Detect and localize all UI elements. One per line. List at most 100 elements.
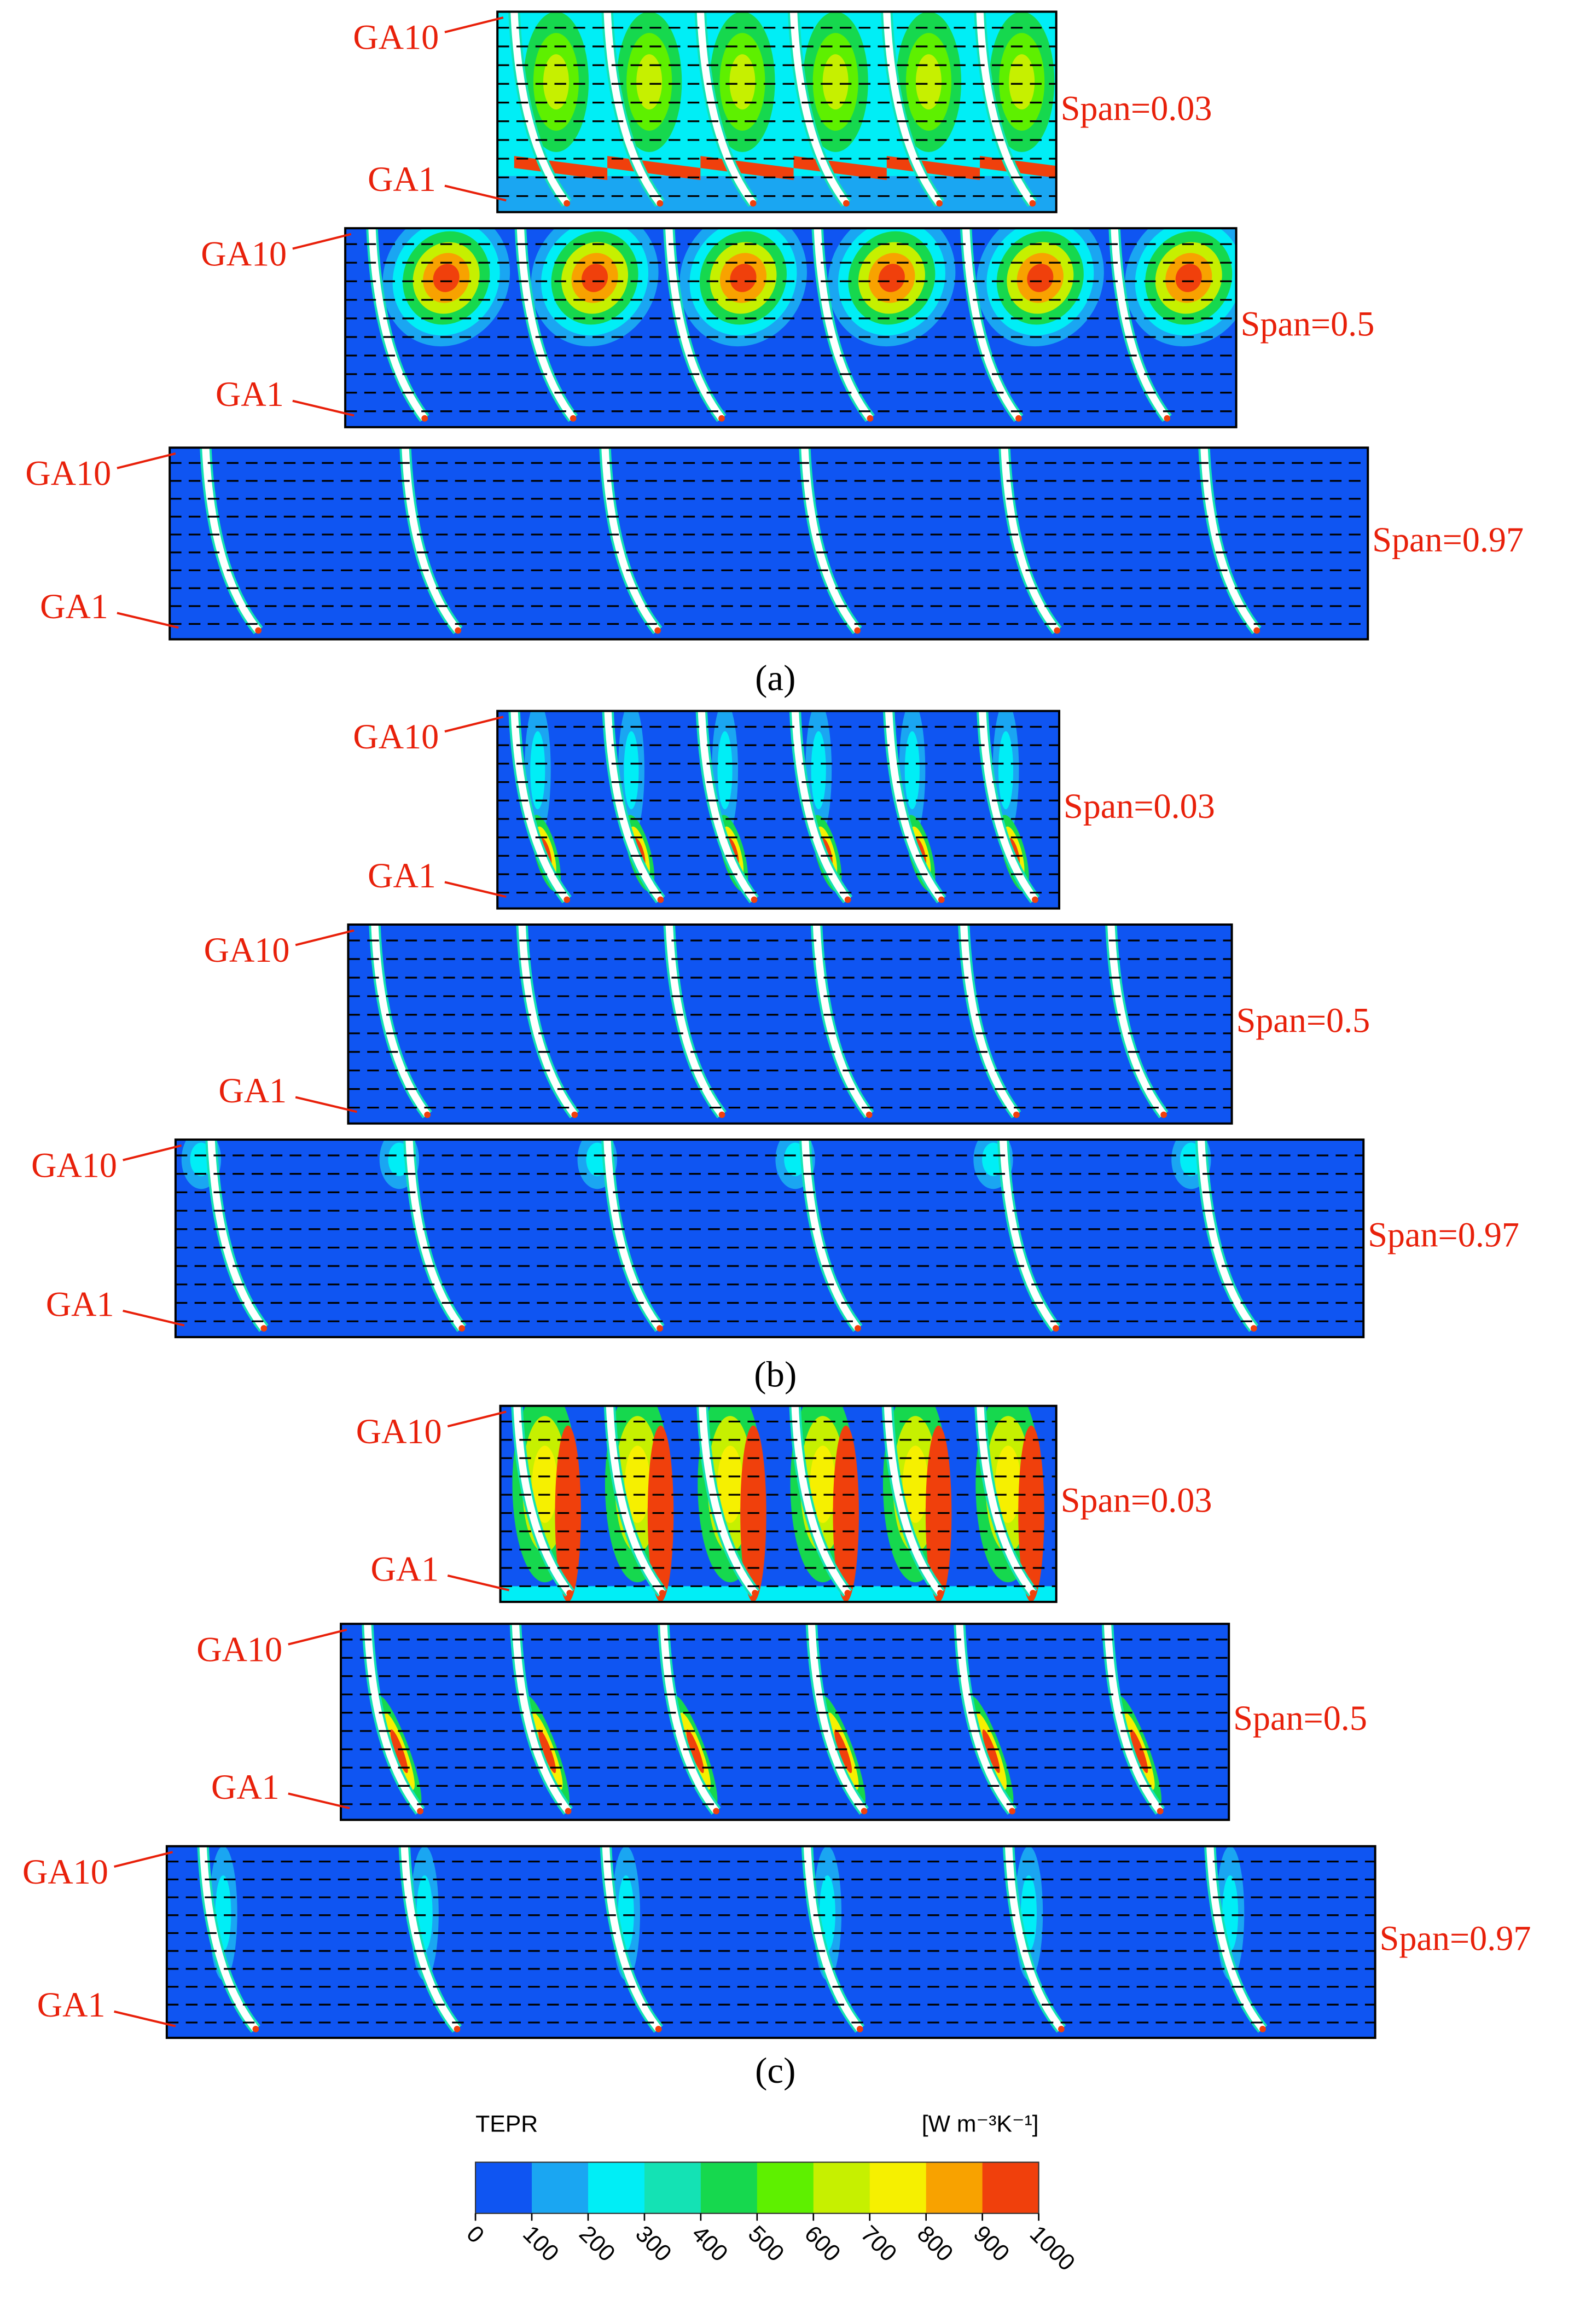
ga10-label: GA10: [201, 234, 287, 273]
blade-tip: [657, 200, 664, 207]
colorbar-tick-label: 600: [799, 2221, 845, 2267]
contour-region: [624, 1445, 650, 1523]
blade-tip: [571, 1111, 578, 1118]
contour-region: [1306, 245, 1369, 310]
contour-plot: [497, 711, 1060, 909]
blade-tip: [659, 1590, 666, 1596]
blade-tip: [936, 200, 943, 207]
plot-frame: [496, 710, 1061, 910]
blade: [207, 1140, 267, 1331]
ga1-pointer: [447, 1574, 510, 1591]
blade: [956, 1624, 1015, 1814]
colorbar-segment: [475, 2162, 532, 2213]
blade-tip: [1259, 2026, 1266, 2032]
ga1-pointer: [444, 184, 507, 202]
contour-region: [538, 1729, 556, 1773]
contour-region: [1073, 156, 1166, 180]
ga10-pointer: [295, 929, 355, 946]
blade-tip: [1015, 415, 1022, 422]
colorbar-tick-label: 500: [743, 2221, 789, 2267]
blade: [364, 1624, 423, 1814]
blade-tip: [252, 2026, 259, 2032]
colorbar-tick-label: 0: [461, 2221, 489, 2249]
blade: [789, 11, 850, 206]
blade-tip: [844, 1590, 851, 1596]
blade: [1103, 1624, 1163, 1814]
colorbar-unit: [W m⁻³K⁻¹]: [922, 2111, 1039, 2137]
plot-frame: [496, 10, 1058, 213]
colorbar-segment: [982, 2162, 1039, 2213]
contour-region: [834, 1729, 852, 1773]
blade-tip: [454, 2026, 461, 2032]
blade-tip: [424, 1111, 431, 1118]
span-label: Span=0.5: [1233, 1699, 1367, 1738]
ga10-label: GA10: [353, 717, 439, 756]
plot-frame: [340, 1623, 1230, 1821]
contour-region: [915, 54, 942, 110]
contour-region: [1018, 1425, 1044, 1602]
blade-tip: [718, 415, 725, 422]
ga10-label: GA10: [353, 18, 439, 57]
blade: [1206, 1846, 1266, 2032]
span-label: Span=0.97: [1380, 1919, 1531, 1958]
contour-region: [982, 1729, 1000, 1773]
blade-tip: [1029, 200, 1036, 207]
contour-plot: [341, 1624, 1229, 1820]
blade: [513, 1405, 573, 1596]
span-label: Span=0.03: [1061, 89, 1212, 127]
colorbar-tick-label: 100: [518, 2221, 564, 2267]
contour-region: [717, 731, 733, 810]
blade-tip: [655, 2026, 662, 2032]
contour-region: [1027, 264, 1054, 292]
blade-tip: [564, 200, 570, 207]
contour-plot: [170, 448, 1368, 640]
contour-region: [902, 1445, 928, 1523]
blade: [368, 228, 428, 421]
blade-tip: [1253, 627, 1260, 634]
ga10-pointer: [114, 1851, 173, 1868]
blade-tip: [1030, 1590, 1036, 1596]
contour-region: [730, 264, 757, 292]
blade: [791, 1405, 851, 1596]
blade-tip: [713, 1808, 719, 1815]
ga10-pointer: [444, 716, 504, 733]
plot-frame: [169, 446, 1369, 641]
ga10-pointer: [444, 16, 504, 33]
blade-tip: [861, 1808, 868, 1815]
plot-frame: [165, 1845, 1376, 2039]
panel-label: (a): [755, 658, 795, 698]
blade: [791, 711, 851, 902]
blade: [884, 1405, 943, 1596]
span-label: Span=0.97: [1368, 1215, 1519, 1254]
contour-region: [1378, 1143, 1401, 1176]
blade: [960, 925, 1020, 1117]
blade: [601, 448, 661, 633]
ga1-label: GA1: [370, 1549, 439, 1588]
blade: [604, 711, 664, 902]
ga1-label: GA1: [368, 856, 436, 895]
contour-plot: [166, 1846, 1375, 2038]
contour-region: [624, 731, 639, 810]
ga1-label: GA1: [37, 1985, 106, 2024]
plot-background: [500, 1405, 1056, 1602]
blade: [885, 711, 945, 902]
contour-region: [1009, 54, 1035, 110]
blade: [979, 711, 1038, 902]
blade: [962, 228, 1022, 421]
blade-tip: [855, 1325, 861, 1332]
ga10-label: GA10: [356, 1412, 442, 1451]
contour-region: [1130, 1729, 1148, 1773]
blade: [699, 1405, 758, 1596]
colorbar-segment: [644, 2162, 701, 2213]
blade: [1111, 228, 1170, 421]
contour-region: [878, 264, 905, 292]
plot-background: [166, 1846, 1375, 2038]
contour-region: [530, 731, 545, 810]
blade: [603, 1140, 663, 1331]
blade-tip: [865, 1111, 873, 1118]
ga10-label: GA10: [196, 1630, 282, 1669]
blade-tip: [844, 896, 851, 903]
plot-frame: [344, 227, 1238, 428]
ga10-label: GA10: [22, 1852, 108, 1891]
